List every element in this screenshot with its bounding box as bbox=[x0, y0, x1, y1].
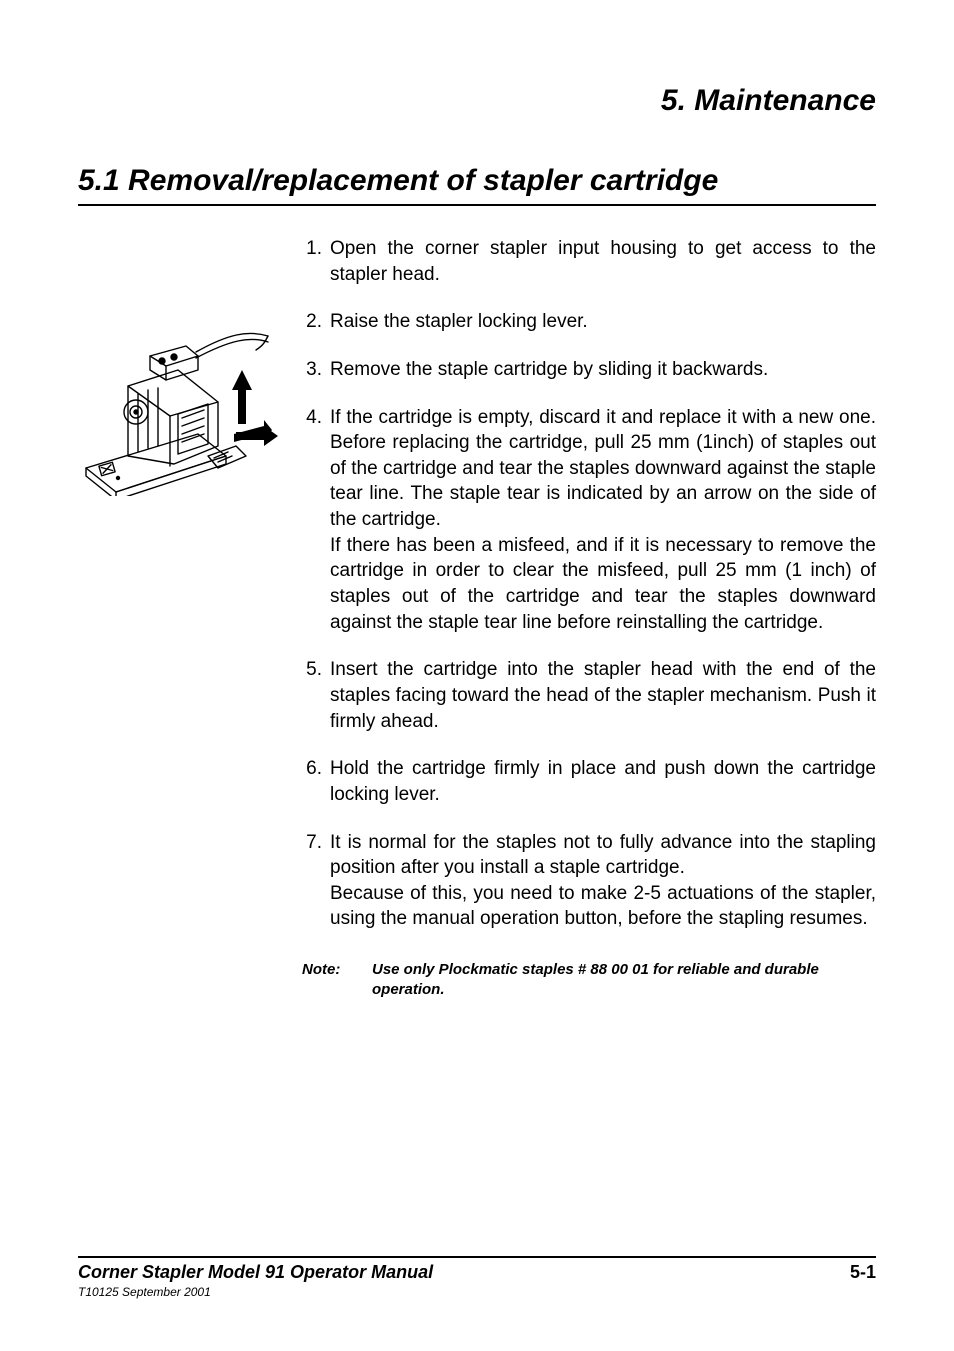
page: 5. Maintenance 5.1 Removal/replacement o… bbox=[0, 0, 954, 1351]
footer-doc-id: T10125 September 2001 bbox=[78, 1285, 876, 1299]
note-text: Use only Plockmatic staples # 88 00 01 f… bbox=[372, 960, 876, 1001]
note-block: Note: Use only Plockmatic staples # 88 0… bbox=[302, 960, 876, 1001]
step-item: 3.Remove the staple cartridge by sliding… bbox=[302, 357, 876, 383]
step-item: 6.Hold the cartridge firmly in place and… bbox=[302, 756, 876, 807]
step-number: 5. bbox=[302, 657, 330, 734]
step-item: 7.It is normal for the staples not to fu… bbox=[302, 830, 876, 933]
step-item: 2.Raise the stapler locking lever. bbox=[302, 309, 876, 335]
step-number: 1. bbox=[302, 236, 330, 287]
footer-rule bbox=[78, 1256, 876, 1258]
step-text: Insert the cartridge into the stapler he… bbox=[330, 657, 876, 734]
step-text: If the cartridge is empty, discard it an… bbox=[330, 405, 876, 636]
stapler-diagram-figure bbox=[78, 306, 278, 496]
step-number: 6. bbox=[302, 756, 330, 807]
figure-column bbox=[78, 236, 296, 496]
steps-list: 1.Open the corner stapler input housing … bbox=[302, 236, 876, 932]
step-text: Hold the cartridge firmly in place and p… bbox=[330, 756, 876, 807]
note-label: Note: bbox=[302, 960, 372, 1001]
footer-page-number: 5-1 bbox=[850, 1262, 876, 1283]
section-title: 5.1 Removal/replacement of stapler cartr… bbox=[78, 164, 876, 198]
step-item: 5.Insert the cartridge into the stapler … bbox=[302, 657, 876, 734]
section-rule bbox=[78, 204, 876, 206]
footer: Corner Stapler Model 91 Operator Manual … bbox=[78, 1256, 876, 1299]
step-text: Open the corner stapler input housing to… bbox=[330, 236, 876, 287]
step-number: 4. bbox=[302, 405, 330, 636]
chapter-title: 5. Maintenance bbox=[78, 84, 876, 118]
step-number: 3. bbox=[302, 357, 330, 383]
step-number: 2. bbox=[302, 309, 330, 335]
footer-manual-title: Corner Stapler Model 91 Operator Manual bbox=[78, 1262, 433, 1283]
step-text: Raise the stapler locking lever. bbox=[330, 309, 876, 335]
footer-line: Corner Stapler Model 91 Operator Manual … bbox=[78, 1262, 876, 1283]
content-row: 1.Open the corner stapler input housing … bbox=[78, 236, 876, 1001]
step-number: 7. bbox=[302, 830, 330, 933]
step-item: 4.If the cartridge is empty, discard it … bbox=[302, 405, 876, 636]
step-text: Remove the staple cartridge by sliding i… bbox=[330, 357, 876, 383]
step-item: 1.Open the corner stapler input housing … bbox=[302, 236, 876, 287]
steps-column: 1.Open the corner stapler input housing … bbox=[296, 236, 876, 1001]
stapler-diagram-svg bbox=[78, 306, 278, 496]
step-text: It is normal for the staples not to full… bbox=[330, 830, 876, 933]
